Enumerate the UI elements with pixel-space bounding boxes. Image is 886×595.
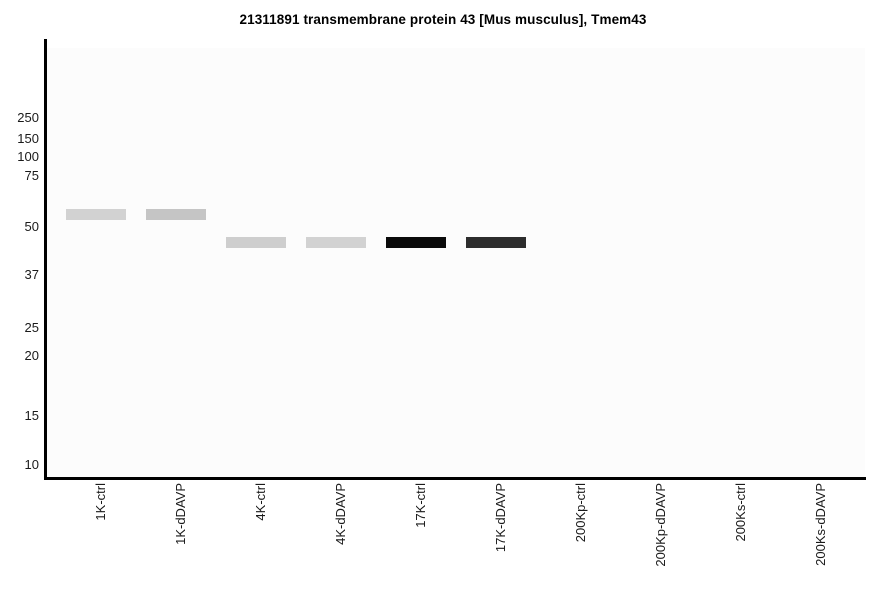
y-axis-line [44, 39, 47, 480]
plot-area [47, 48, 865, 477]
x-lane-label: 4K-ctrl [253, 483, 268, 521]
y-tick-label: 150 [17, 130, 39, 146]
x-lane-label: 200Kp-ctrl [573, 483, 588, 543]
x-lane-label: 1K-dDAVP [173, 483, 188, 545]
x-lane-label: 4K-dDAVP [333, 483, 348, 545]
y-tick-label: 100 [17, 148, 39, 164]
y-tick-label: 250 [17, 109, 39, 125]
y-tick-label: 20 [24, 347, 39, 363]
x-lane-label: 200Kp-dDAVP [653, 483, 668, 567]
x-lane-label: 200Ks-dDAVP [813, 483, 828, 566]
x-lane-label: 200Ks-ctrl [733, 483, 748, 542]
chart-title: 21311891 transmembrane protein 43 [Mus m… [239, 12, 647, 27]
y-tick-label: 50 [24, 218, 39, 234]
protein-band [226, 237, 286, 248]
x-lane-label: 17K-ctrl [413, 483, 428, 528]
protein-band [466, 237, 526, 248]
y-tick-label: 75 [24, 167, 39, 183]
x-lane-label: 17K-dDAVP [493, 483, 508, 553]
y-tick-label: 10 [24, 456, 39, 472]
protein-band [146, 209, 206, 220]
y-tick-label: 37 [24, 266, 39, 282]
protein-band [386, 237, 446, 248]
y-tick-label: 15 [24, 407, 39, 423]
x-axis-line [44, 477, 866, 480]
y-tick-label: 25 [24, 319, 39, 335]
protein-band [306, 237, 366, 248]
x-lane-label: 1K-ctrl [93, 483, 108, 521]
protein-band [66, 209, 126, 220]
